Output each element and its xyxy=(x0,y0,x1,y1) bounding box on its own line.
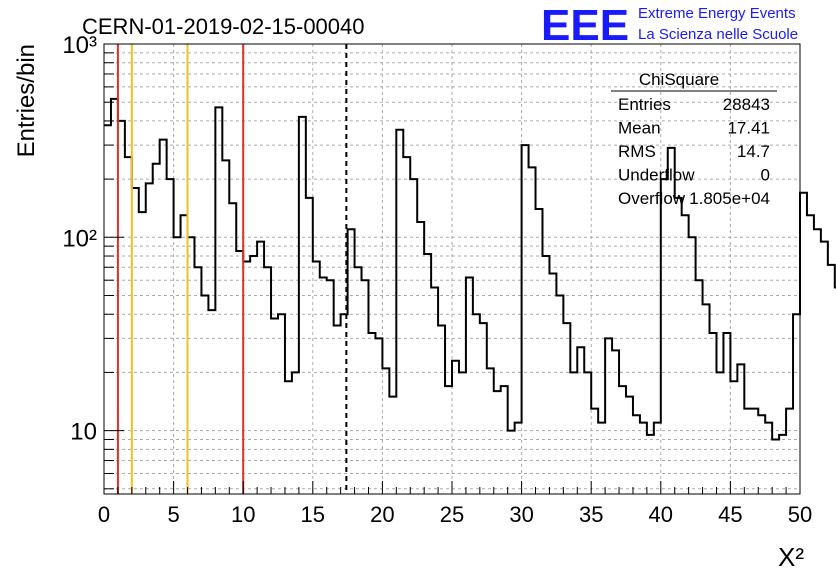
x-tick-label: 5 xyxy=(167,502,179,527)
marker-lines xyxy=(116,44,348,494)
stats-value: 28843 xyxy=(723,95,770,114)
x-tick-label: 35 xyxy=(579,502,603,527)
stats-label: Entries xyxy=(618,95,671,114)
stats-value: 17.41 xyxy=(727,119,770,138)
x-tick-label: 45 xyxy=(718,502,742,527)
x-tick-label: 0 xyxy=(98,502,110,527)
x-tick-label: 10 xyxy=(231,502,255,527)
x-tick-label: 20 xyxy=(370,502,394,527)
x-axis: 0 5 10 15 20 25 30 35 40 45 50 xyxy=(98,481,812,527)
x-tick-label: 50 xyxy=(788,502,812,527)
y-tick-label: 10 xyxy=(70,419,97,446)
stats-label: Mean xyxy=(618,119,661,138)
x-tick-label: 15 xyxy=(301,502,325,527)
eee-logo: EEE Extreme Energy Events La Scienza nel… xyxy=(541,1,798,50)
logo-mark: EEE xyxy=(541,1,629,50)
x-tick-label: 40 xyxy=(649,502,673,527)
stats-label: Underflow xyxy=(618,166,695,185)
stats-label: RMS xyxy=(618,142,656,161)
logo-line-1: Extreme Energy Events xyxy=(638,5,796,22)
logo-line-2: La Scienza nelle Scuole xyxy=(638,26,798,43)
histogram-line xyxy=(104,97,836,441)
chart-title: CERN-01-2019-02-15-00040 xyxy=(82,14,365,39)
histogram-series xyxy=(104,97,836,441)
stats-title: ChiSquare xyxy=(639,70,719,89)
y-axis: 10 10² 10³ xyxy=(62,32,124,490)
y-axis-label: Entries/bin xyxy=(13,44,40,157)
y-tick-label: 10² xyxy=(62,225,97,252)
x-tick-label: 30 xyxy=(509,502,533,527)
stats-box: ChiSquare Entries 28843 Mean 17.41 RMS 14.7 Un… xyxy=(611,70,777,208)
stats-value: 14.7 xyxy=(737,142,770,161)
x-tick-label: 25 xyxy=(440,502,464,527)
stats-value: 0 xyxy=(761,166,770,185)
y-tick-label: 10³ xyxy=(62,32,97,59)
stats-value: 1.805e+04 xyxy=(689,189,770,208)
stats-label: Overflow xyxy=(618,189,686,208)
x-axis-label: X² xyxy=(778,542,804,572)
